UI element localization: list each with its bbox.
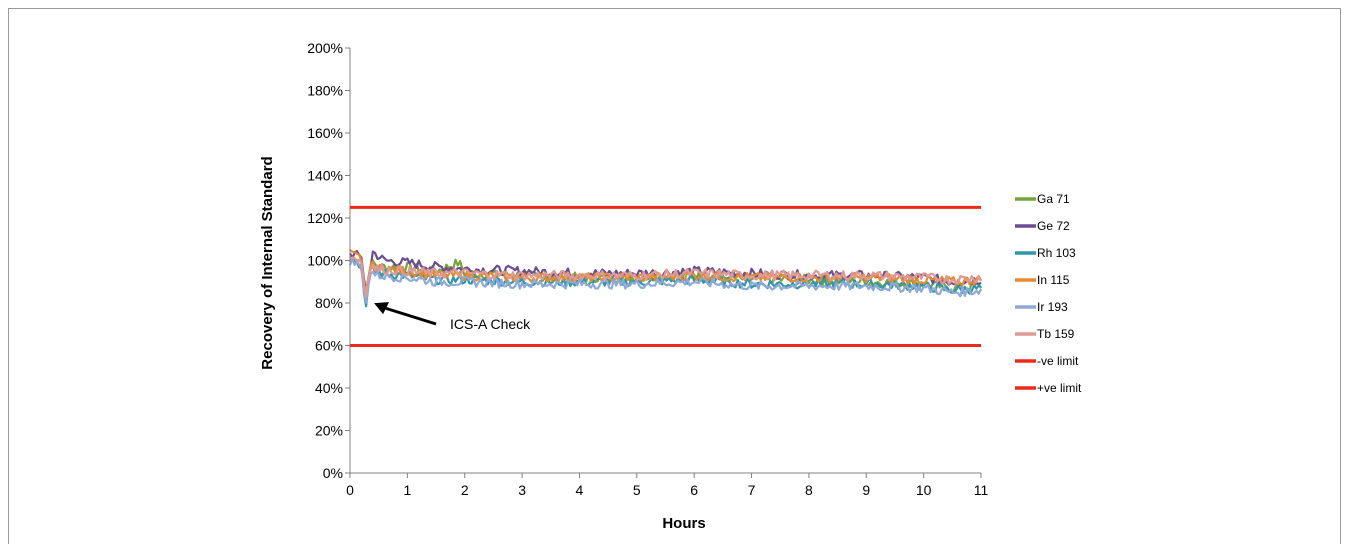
chart-frame — [8, 8, 1341, 544]
x-tick-label: 11 — [974, 482, 989, 498]
legend-label: In 115 — [1037, 273, 1070, 287]
y-tick-label: 160% — [307, 125, 343, 141]
legend: Ga 71 Ge 72 Rh 103 In 115 Ir 193 Tb 159 -ve li… — [1015, 192, 1082, 395]
x-tick-label: 7 — [748, 482, 756, 498]
annotation-label: ICS-A Check — [450, 316, 531, 332]
legend-label: Rh 103 — [1037, 246, 1076, 260]
annotation-arrow — [381, 305, 437, 326]
legend-label: Ir 193 — [1037, 300, 1068, 314]
series-line-in-115 — [349, 249, 982, 296]
legend-label: Ge 72 — [1037, 219, 1070, 233]
x-axis-title: Hours — [662, 515, 705, 532]
legend-label: Ga 71 — [1037, 192, 1070, 206]
y-tick-label: 20% — [315, 423, 343, 439]
x-tick-label: 1 — [403, 482, 411, 498]
x-tick-label: 5 — [633, 482, 641, 498]
x-tick-label: 4 — [576, 482, 584, 498]
axes: 0% 20% 40% 60% 80% 100% 120% 140% 160% 180% 200% 0 1… — [307, 40, 988, 498]
y-tick-label: 0% — [323, 465, 343, 481]
series-line-ir-193 — [348, 257, 982, 304]
legend-label: -ve limit — [1037, 354, 1079, 368]
y-tick-label: 200% — [307, 40, 343, 56]
x-tick-label: 9 — [862, 482, 870, 498]
y-tick-label: 100% — [307, 253, 343, 269]
y-tick-label: 80% — [315, 295, 343, 311]
x-tick-label: 3 — [518, 482, 526, 498]
plot-area — [348, 249, 982, 308]
y-tick-label: 180% — [307, 83, 343, 99]
x-tick-label: 8 — [805, 482, 813, 498]
annotation: ICS-A Check — [374, 302, 531, 332]
y-tick-label: 40% — [315, 380, 343, 396]
y-tick-label: 120% — [307, 210, 343, 226]
x-tick-label: 0 — [346, 482, 354, 498]
x-tick-label: 6 — [690, 482, 698, 498]
legend-label: +ve limit — [1037, 381, 1082, 395]
y-axis-title: Recovery of Internal Standard — [259, 156, 276, 369]
y-tick-label: 60% — [315, 338, 343, 354]
y-tick-label: 140% — [307, 168, 343, 184]
legend-label: Tb 159 — [1037, 327, 1075, 341]
annotation-arrowhead — [374, 302, 390, 315]
x-tick-label: 10 — [916, 482, 932, 498]
series-line-tb-159 — [349, 256, 982, 298]
x-tick-label: 2 — [461, 482, 469, 498]
